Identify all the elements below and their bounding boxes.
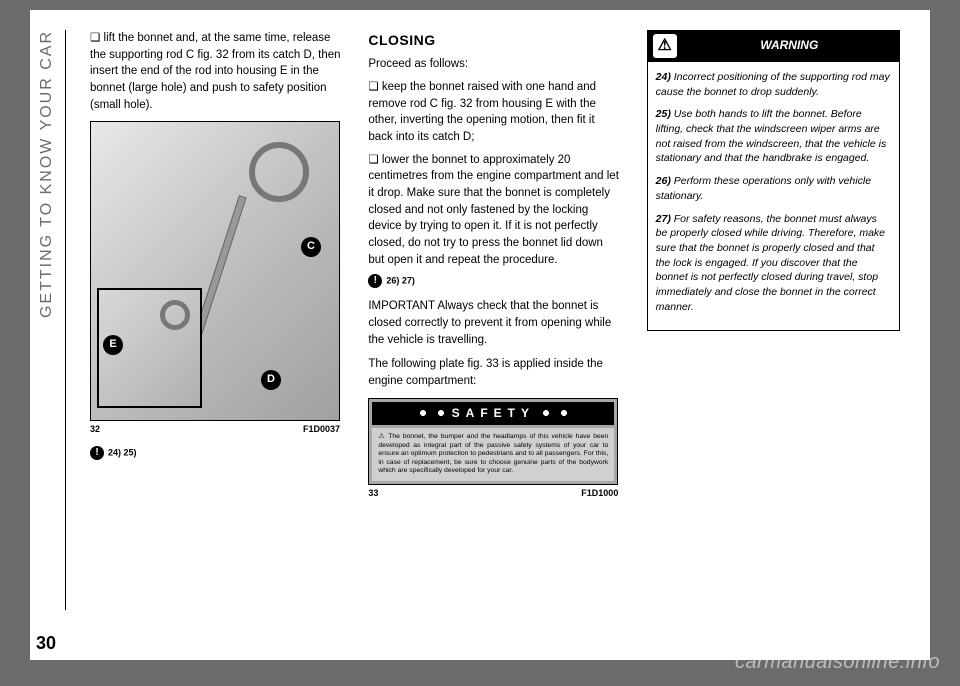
column-3: ⚠ WARNING 24) Incorrect positioning of t… bbox=[647, 30, 900, 500]
warning-header: ⚠ WARNING bbox=[647, 30, 900, 62]
callout-c: C bbox=[301, 237, 321, 257]
warning-icon: ⚠ bbox=[653, 34, 677, 58]
warning-label: WARNING bbox=[685, 37, 894, 54]
figure-code: F1D1000 bbox=[581, 487, 618, 500]
figure-32-caption: 32 F1D0037 bbox=[90, 423, 340, 436]
figure-32: C E D bbox=[90, 121, 340, 421]
warning-num: 26) bbox=[656, 175, 671, 187]
vertical-rule bbox=[65, 30, 66, 610]
warning-num: 27) bbox=[656, 213, 671, 225]
watermark: carmanualsonline.info bbox=[735, 651, 940, 674]
warning-body: 24) Incorrect positioning of the support… bbox=[647, 62, 900, 331]
closing-intro: Proceed as follows: bbox=[368, 56, 621, 73]
closing-bullet-1: keep the bonnet raised with one hand and… bbox=[368, 79, 621, 146]
manual-page: GETTING TO KNOW YOUR CAR lift the bonnet… bbox=[30, 10, 930, 660]
column-2: CLOSING Proceed as follows: keep the bon… bbox=[368, 30, 621, 500]
figure-number: 33 bbox=[368, 487, 378, 500]
safety-strip: SAFETY bbox=[372, 402, 614, 425]
warning-num: 25) bbox=[656, 108, 671, 120]
warn-refs-2: ! 26) 27) bbox=[368, 274, 621, 288]
closing-heading: CLOSING bbox=[368, 30, 621, 50]
warning-item-27: 27) For safety reasons, the bonnet must … bbox=[656, 212, 891, 315]
warning-text: For safety reasons, the bonnet must alwa… bbox=[656, 213, 885, 313]
column-1: lift the bonnet and, at the same time, r… bbox=[90, 30, 343, 500]
warning-text: Perform these operations only with vehic… bbox=[656, 175, 871, 202]
warning-icon: ! bbox=[368, 274, 382, 288]
content-columns: lift the bonnet and, at the same time, r… bbox=[90, 30, 900, 500]
warning-item-24: 24) Incorrect positioning of the support… bbox=[656, 70, 891, 99]
warning-text: Use both hands to lift the bonnet. Befor… bbox=[656, 108, 887, 164]
warning-icon: ! bbox=[90, 446, 104, 460]
safety-plate-text: ⚠ The bonnet, the bumper and the headlam… bbox=[372, 428, 614, 480]
warning-item-26: 26) Perform these operations only with v… bbox=[656, 174, 891, 203]
safety-strip-label: SAFETY bbox=[452, 405, 535, 422]
warning-text: Incorrect positioning of the supporting … bbox=[656, 71, 890, 98]
page-number: 30 bbox=[36, 633, 56, 654]
safety-plate: SAFETY ⚠ The bonnet, the bumper and the … bbox=[368, 398, 618, 485]
callout-d: D bbox=[261, 370, 281, 390]
figure-33-caption: 33 F1D1000 bbox=[368, 487, 618, 500]
warning-num: 24) bbox=[656, 71, 671, 83]
warning-item-25: 25) Use both hands to lift the bonnet. B… bbox=[656, 107, 891, 166]
figure-number: 32 bbox=[90, 423, 100, 436]
section-side-label: GETTING TO KNOW YOUR CAR bbox=[38, 30, 56, 330]
figure-code: F1D0037 bbox=[303, 423, 340, 436]
warn-refs-1-text: 24) 25) bbox=[108, 448, 137, 458]
col1-paragraph-1: lift the bonnet and, at the same time, r… bbox=[90, 30, 343, 113]
closing-bullet-2: lower the bonnet to approximately 20 cen… bbox=[368, 152, 621, 269]
warn-refs-2-text: 26) 27) bbox=[386, 276, 415, 286]
plate-intro: The following plate fig. 33 is applied i… bbox=[368, 356, 621, 389]
warn-refs-1: ! 24) 25) bbox=[90, 446, 343, 460]
important-note: IMPORTANT Always check that the bonnet i… bbox=[368, 298, 621, 348]
